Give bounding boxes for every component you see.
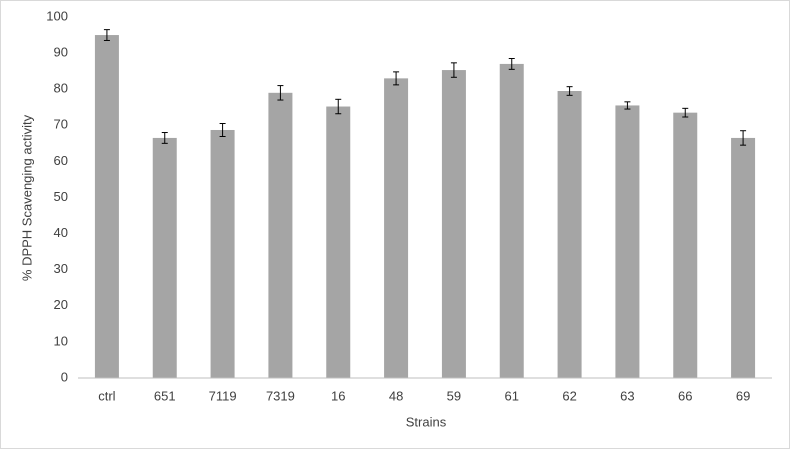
error-bar — [740, 130, 747, 146]
x-tick-label: 7119 — [209, 388, 237, 403]
error-bar — [624, 101, 631, 110]
error-bar — [682, 107, 689, 118]
bar — [441, 70, 466, 378]
error-bar — [450, 62, 457, 78]
bar — [557, 91, 582, 378]
y-tick-label: 0 — [61, 369, 68, 384]
x-axis-label: Strains — [406, 414, 447, 429]
x-tick-label: 48 — [389, 388, 403, 403]
x-tick-label: 16 — [331, 388, 345, 403]
bar — [615, 105, 640, 378]
bar — [731, 137, 756, 378]
y-tick-label: 30 — [54, 261, 68, 276]
error-bar — [335, 98, 342, 115]
error-bar — [161, 132, 168, 144]
x-tick-label: 651 — [154, 388, 176, 403]
bar — [152, 137, 177, 378]
y-tick-label: 70 — [54, 117, 68, 132]
x-tick-label: 69 — [736, 388, 750, 403]
error-bar — [508, 58, 515, 70]
y-tick-label: 90 — [54, 45, 68, 60]
x-tick-label: 61 — [505, 388, 519, 403]
y-axis-label: % DPPH Scavenging activity — [19, 114, 34, 281]
x-tick-label: 7319 — [266, 388, 295, 403]
error-bar — [566, 86, 573, 96]
bar — [210, 129, 235, 378]
bar — [499, 63, 524, 379]
y-tick-label: 20 — [54, 297, 68, 312]
x-tick-label: 66 — [678, 388, 692, 403]
x-tick-label: 62 — [562, 388, 576, 403]
bar — [268, 92, 293, 378]
y-tick-label: 50 — [54, 189, 68, 204]
x-tick-label: 63 — [620, 388, 634, 403]
y-tick-label: 100 — [46, 8, 68, 23]
y-tick-label: 10 — [54, 333, 68, 348]
bar — [94, 35, 119, 379]
y-tick-label: 60 — [54, 153, 68, 168]
error-bar — [393, 71, 400, 86]
y-tick-label: 80 — [54, 81, 68, 96]
bar — [384, 78, 409, 379]
error-bar — [219, 122, 226, 137]
error-bar — [277, 85, 284, 101]
x-tick-label: 59 — [447, 388, 461, 403]
bar — [673, 112, 698, 378]
bar — [326, 106, 351, 378]
error-bar — [103, 29, 110, 41]
x-tick-label: ctrl — [98, 388, 115, 403]
y-tick-label: 40 — [54, 225, 68, 240]
